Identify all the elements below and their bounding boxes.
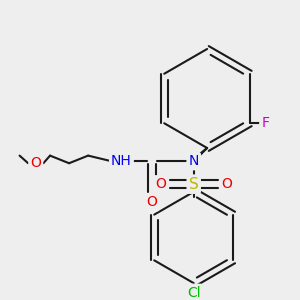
Text: NH: NH [111,154,132,168]
Text: F: F [261,116,269,130]
Text: S: S [189,177,199,192]
Text: O: O [155,177,166,191]
Text: N: N [189,154,199,168]
Text: Cl: Cl [187,286,201,300]
Text: O: O [146,195,157,209]
Text: O: O [30,156,41,170]
Text: O: O [222,177,232,191]
